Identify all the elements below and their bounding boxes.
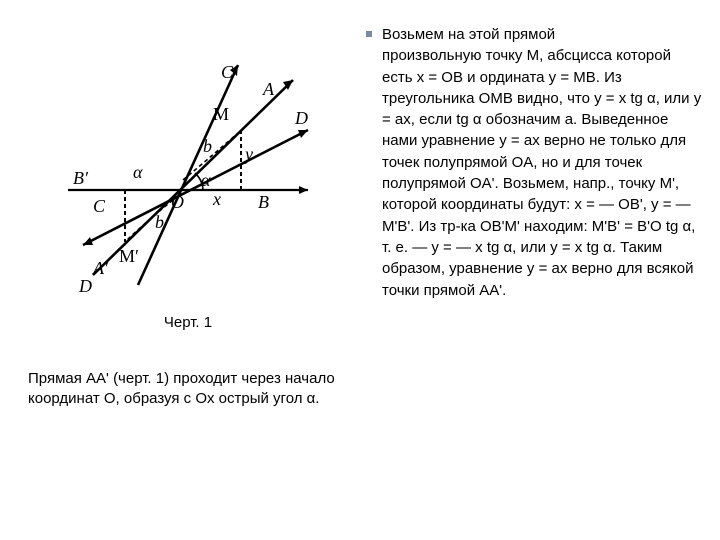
geometry-diagram: C′ A M D y b α α B′ C O x B b A′ M′ D — [63, 60, 313, 300]
label-O: O — [171, 192, 184, 212]
label-D-upper: D — [294, 108, 308, 128]
figure-caption: Черт. 1 — [164, 314, 212, 331]
label-A: A — [262, 79, 275, 99]
label-M: M — [213, 104, 229, 124]
right-column: Возьмем на этой прямой произвольную точк… — [358, 24, 702, 522]
bullet-icon — [366, 31, 372, 37]
figure-description: Прямая AA' (черт. 1) проходит через нача… — [28, 369, 348, 410]
label-alpha2: α — [133, 162, 143, 182]
bullet-lead-text: Возьмем на этой прямой — [382, 24, 702, 45]
label-C: C — [93, 196, 106, 216]
label-A-prime: A′ — [92, 258, 109, 278]
label-b-upper: b — [203, 136, 212, 156]
label-b-lower: b — [155, 212, 164, 232]
label-B-prime: B′ — [73, 168, 89, 188]
label-x: x — [212, 189, 221, 209]
label-B: B — [258, 192, 269, 212]
label-M-prime: M′ — [119, 246, 139, 266]
label-C-prime: C′ — [221, 62, 238, 82]
label-alpha: α — [201, 170, 211, 190]
main-body-text: произвольную точку M, абсцисса которой е… — [366, 45, 702, 301]
label-D-lower: D — [78, 276, 92, 296]
label-y: y — [243, 144, 253, 164]
left-column: C′ A M D y b α α B′ C O x B b A′ M′ D Че… — [18, 24, 358, 522]
